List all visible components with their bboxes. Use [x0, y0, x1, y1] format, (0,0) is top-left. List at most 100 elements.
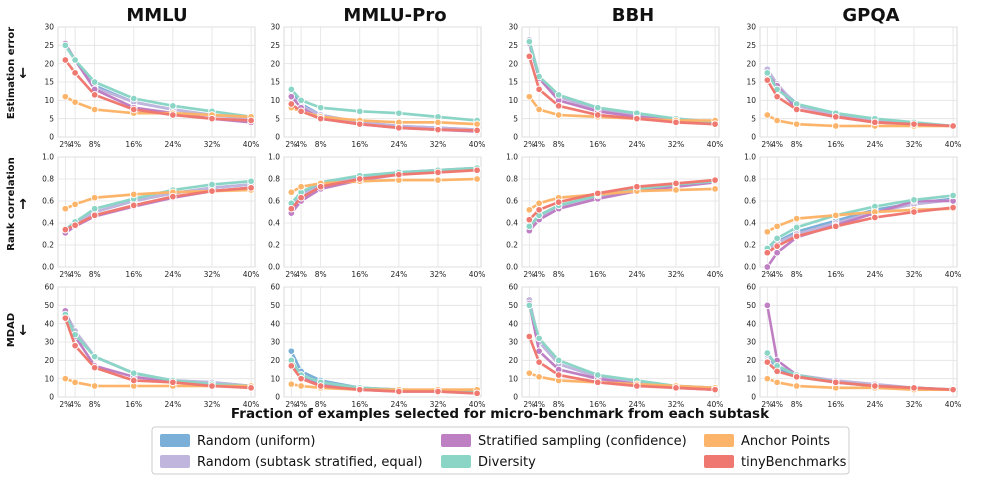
data-point: [594, 378, 602, 387]
data-point: [554, 371, 563, 379]
data-point: [949, 122, 957, 130]
x-tick-label: 32%: [668, 140, 685, 149]
data-point: [90, 105, 99, 114]
y-tick-label: 40: [270, 319, 280, 328]
y-tick-label: 1.0: [42, 153, 54, 162]
y-tick-label: 30: [270, 23, 280, 32]
y-tick-label: 20: [44, 356, 54, 365]
data-point: [395, 109, 403, 117]
data-point: [90, 382, 99, 390]
data-point: [871, 213, 879, 222]
data-point: [832, 113, 840, 121]
y-tick-label: 30: [270, 338, 280, 347]
data-point: [90, 363, 99, 372]
data-point: [525, 369, 534, 377]
data-point: [554, 356, 563, 365]
x-tick-label: 24%: [391, 270, 408, 279]
data-point: [287, 204, 296, 213]
x-tick-label: 4%: [771, 400, 783, 409]
y-tick-label: 0.4: [506, 219, 518, 228]
x-tick-label: 8%: [89, 270, 101, 279]
x-tick-label: 40%: [945, 140, 962, 149]
x-tick-label: 40%: [469, 400, 486, 409]
x-tick-label: 8%: [791, 140, 803, 149]
row-label-mdad: MDAD: [6, 313, 17, 347]
data-point: [763, 76, 772, 84]
data-point: [792, 373, 801, 381]
data-point: [61, 204, 70, 213]
y-tick-label: 0.8: [42, 175, 54, 184]
x-tick-label: 24%: [391, 400, 408, 409]
y-tick-label: 20: [270, 59, 280, 68]
data-point: [554, 111, 563, 119]
data-point: [763, 358, 772, 366]
y-tick-label: 0.8: [268, 175, 280, 184]
x-tick-label: 24%: [867, 400, 884, 409]
series-tinybenchmarks: [287, 100, 481, 135]
x-tick-label: 4%: [295, 270, 307, 279]
y-tick-label: 60: [270, 283, 280, 292]
x-axis-label: Fraction of examples selected for micro-…: [231, 406, 770, 422]
x-tick-label: 16%: [589, 140, 606, 149]
x-tick-label: 8%: [553, 400, 565, 409]
data-point: [71, 69, 79, 77]
x-tick-label: 24%: [867, 140, 884, 149]
data-point: [316, 382, 325, 390]
data-point: [594, 189, 602, 198]
data-point: [90, 193, 99, 202]
x-tick-label: 4%: [533, 400, 545, 409]
x-tick-label: 24%: [165, 140, 182, 149]
y-tick-label: 15: [270, 78, 280, 87]
data-point: [287, 100, 296, 108]
x-tick-label: 16%: [827, 400, 844, 409]
legend-swatch: [441, 434, 471, 447]
data-point: [130, 190, 138, 199]
panel-r2-c3: 0 10 20 30 40 50 60 2%4% 8% 16% 24% 32% 40%: [746, 283, 961, 409]
data-point: [395, 170, 403, 179]
y-tick-label: 25: [746, 41, 756, 50]
data-point: [130, 376, 138, 385]
data-point: [297, 374, 305, 383]
data-point: [316, 114, 325, 123]
y-tick-label: 30: [746, 338, 756, 347]
column-title-mmlu-pro: MMLU-Pro: [343, 5, 446, 26]
y-tick-label: 10: [270, 374, 280, 383]
series-tinybenchmarks: [763, 76, 957, 130]
row-label-rank-correlation: Rank correlation: [6, 157, 17, 251]
data-point: [356, 120, 364, 128]
y-tick-label: 50: [508, 301, 518, 310]
data-point: [297, 107, 305, 116]
data-point: [71, 56, 79, 64]
legend-label: Stratified sampling (confidence): [478, 434, 687, 449]
data-point: [763, 69, 772, 77]
data-point: [535, 199, 543, 207]
row-label-estimation-error: Estimation error: [6, 27, 17, 119]
data-point: [297, 382, 305, 390]
y-tick-label: 10: [44, 374, 54, 383]
y-tick-label: 1.0: [506, 153, 518, 162]
data-point: [287, 380, 296, 388]
data-point: [910, 120, 918, 128]
data-point: [554, 91, 563, 99]
y-tick-label: 5: [513, 114, 518, 123]
x-tick-label: 8%: [791, 400, 803, 409]
data-point: [356, 175, 364, 183]
data-point: [763, 111, 772, 119]
data-point: [71, 341, 79, 350]
legend-swatch: [441, 455, 471, 468]
column-title-bbh: BBH: [612, 5, 655, 26]
x-tick-label: 16%: [827, 140, 844, 149]
x-tick-label: 32%: [204, 140, 221, 149]
data-point: [130, 105, 138, 114]
confidence-band: [65, 186, 252, 232]
y-tick-label: 20: [746, 356, 756, 365]
data-point: [711, 185, 719, 193]
x-tick-label: 32%: [430, 270, 447, 279]
data-point: [247, 177, 255, 185]
x-tick-label: 40%: [945, 400, 962, 409]
series-tinybenchmarks: [763, 203, 957, 257]
series-tinybenchmarks: [61, 56, 255, 125]
data-point: [763, 263, 772, 271]
data-point: [169, 102, 177, 110]
data-point: [61, 314, 70, 322]
